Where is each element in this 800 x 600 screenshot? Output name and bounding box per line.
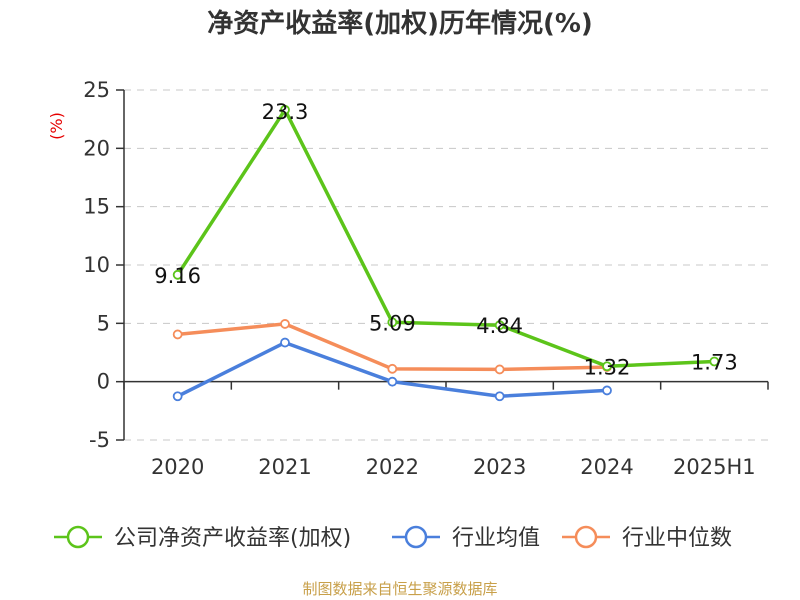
legend-label: 公司净资产收益率(加权): [114, 526, 351, 551]
legend-item: 行业均值: [392, 525, 540, 551]
y-axis-label: (%): [47, 112, 66, 140]
data-label: 23.3: [262, 100, 309, 124]
data-label: 1.73: [691, 350, 738, 374]
y-tick-label: 10: [83, 253, 110, 277]
x-tick-label: 2024: [580, 455, 633, 479]
y-tick-label: -5: [89, 428, 110, 452]
legend-swatch-marker: [574, 525, 598, 549]
data-point: [172, 269, 183, 280]
y-tick-label: 25: [83, 78, 110, 102]
chart-title: 净资产收益率(加权)历年情况(%): [207, 8, 593, 39]
x-tick-labels: 2020 2021 2022 2023 2024 2025H1: [151, 455, 756, 479]
data-point: [280, 337, 290, 348]
data-point: [602, 361, 612, 372]
grid-lines: [124, 89, 768, 441]
data-point: [280, 319, 290, 329]
legend-label: 行业中位数: [622, 526, 732, 551]
series-0: [172, 104, 720, 372]
y-tick-label: 0: [97, 370, 110, 394]
data-point: [494, 320, 505, 331]
data-point: [494, 364, 505, 375]
y-tick-label: 5: [97, 311, 110, 335]
data-point: [172, 391, 183, 402]
legend-label: 行业均值: [452, 526, 540, 551]
series-line: [175, 108, 717, 369]
legend-swatch-marker: [66, 525, 90, 549]
x-tick-label: 2020: [151, 455, 204, 479]
data-point: [387, 317, 398, 328]
data-label: 9.16: [154, 264, 201, 288]
source-note: 制图数据来自恒生聚源数据库: [302, 580, 497, 598]
y-tick-label: 15: [83, 195, 110, 219]
series-2: [172, 319, 612, 375]
data-point: [172, 329, 183, 340]
data-point: [494, 391, 505, 402]
axes: [116, 89, 769, 441]
x-tick-label: 2025H1: [673, 455, 756, 479]
legend: 公司净资产收益率(加权) 行业均值 行业中位数: [54, 525, 732, 551]
data-point: [280, 104, 290, 115]
data-point: [387, 376, 398, 387]
data-label: 4.84: [476, 314, 523, 338]
data-labels: 9.16 23.3 5.09 4.84 1.32 1.73: [154, 100, 737, 379]
legend-item: 公司净资产收益率(加权): [54, 525, 351, 551]
data-point: [387, 363, 398, 374]
x-tick-label: 2022: [366, 455, 419, 479]
data-point: [602, 385, 612, 396]
series-1: [172, 337, 612, 402]
series-layer: [172, 104, 720, 402]
data-label: 5.09: [369, 311, 416, 335]
legend-item: 行业中位数: [562, 525, 732, 551]
data-point: [709, 356, 720, 367]
legend-swatch-marker: [404, 525, 428, 549]
y-tick-labels: 25 20 15 10 5 0 -5: [83, 78, 110, 452]
data-label: 1.32: [584, 355, 631, 379]
x-tick-label: 2023: [473, 455, 526, 479]
x-tick-label: 2021: [258, 455, 311, 479]
y-tick-label: 20: [83, 136, 110, 160]
